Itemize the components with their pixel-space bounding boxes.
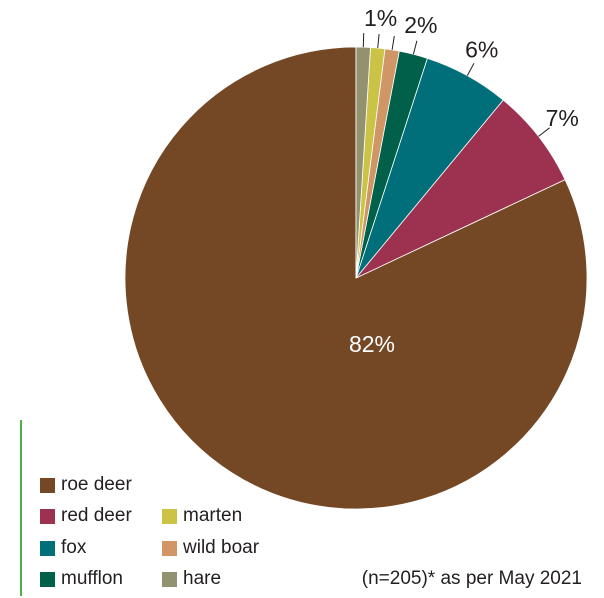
legend-label: red deer — [61, 505, 132, 526]
leader-line — [412, 40, 418, 55]
legend-label: marten — [183, 505, 243, 526]
pie-slice-roe-deer — [124, 46, 588, 510]
legend-swatch — [40, 571, 55, 587]
leader-line — [377, 34, 380, 49]
legend-item-hare: hare — [162, 568, 221, 590]
pie-slice-red-deer — [355, 99, 566, 279]
legend-label: roe deer — [61, 474, 132, 495]
legend-item-wild-boar: wild boar — [162, 537, 259, 559]
legend-swatch — [40, 508, 55, 524]
legend-label: fox — [61, 537, 87, 558]
legend-item-mufflon: mufflon — [40, 568, 123, 590]
legend-swatch — [162, 508, 177, 524]
leader-line — [538, 127, 550, 137]
legend-label: mufflon — [61, 568, 123, 589]
data-label: 7% — [546, 105, 579, 131]
sample-note: (n=205)* as per May 2021 — [361, 568, 582, 589]
data-labels: 82% 7% 6% 2% 1% — [349, 5, 579, 357]
accent-rule — [20, 420, 22, 596]
data-label: 2% — [404, 12, 437, 38]
leader-line — [466, 63, 475, 76]
leader-lines — [362, 33, 550, 137]
data-label: 82% — [349, 331, 395, 357]
legend-swatch — [162, 571, 177, 587]
legend-item-red-deer: red deer — [40, 505, 132, 527]
legend-swatch — [162, 540, 177, 556]
pie-slice-hare — [355, 46, 371, 279]
legend-item-marten: marten — [162, 505, 242, 527]
legend-item-fox: fox — [40, 537, 86, 559]
data-label: 1% — [364, 5, 397, 31]
legend-item-roe-deer: roe deer — [40, 474, 132, 496]
pie-slices — [124, 46, 588, 510]
leader-line — [391, 35, 395, 50]
legend-label: wild boar — [183, 537, 260, 558]
data-label: 6% — [465, 36, 498, 62]
legend-swatch — [40, 540, 55, 556]
legend-label: hare — [183, 568, 222, 589]
legend-swatch — [40, 477, 55, 493]
